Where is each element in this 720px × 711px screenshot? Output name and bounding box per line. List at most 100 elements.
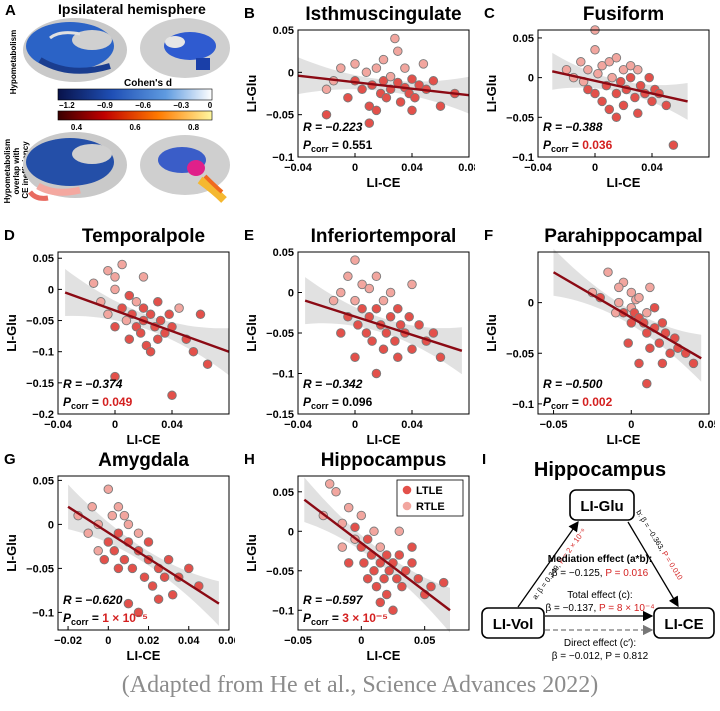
rtle-point <box>356 510 367 521</box>
panel-letter: H <box>244 451 255 468</box>
p-subscript: corr <box>551 401 569 411</box>
p-label: P <box>63 611 72 625</box>
y-tick-label: −0.15 <box>266 409 294 421</box>
x-tick-label: −0.04 <box>284 162 313 174</box>
ltle-point <box>188 346 199 357</box>
chart-title: Hippocampus <box>321 450 447 471</box>
ltle-point <box>153 297 163 307</box>
path-b-p: P = 0.010 <box>660 549 685 581</box>
ltle-point <box>364 101 375 111</box>
rtle-point <box>336 63 346 73</box>
legend-marker <box>402 485 412 495</box>
y-tick-label: 0 <box>528 73 534 85</box>
y-axis-label: LI-Glu <box>484 75 499 113</box>
ltle-point <box>597 96 607 107</box>
y-tick-label: 0.05 <box>273 25 294 37</box>
r-value: R = −0.374 <box>63 377 123 391</box>
chart-title: Fusiform <box>583 4 664 25</box>
y-tick-label: 0.05 <box>273 487 294 499</box>
chart-title: Amygdala <box>98 450 189 471</box>
y-tick-label: −0.05 <box>506 112 534 124</box>
ltle-point <box>393 303 403 314</box>
ltle-point <box>407 105 417 116</box>
p-value: Pcorr = 0.049 <box>63 395 133 411</box>
ltle-point <box>395 97 406 107</box>
ltle-point <box>359 558 369 568</box>
x-axis-label: LI-CE <box>367 648 401 663</box>
path-b-arrow <box>627 521 679 608</box>
p-equals: = <box>569 138 583 152</box>
p-number: 0.096 <box>342 395 372 409</box>
brain-medial-overlap <box>140 135 230 203</box>
ltle-point <box>375 597 386 608</box>
x-tick-label: −0.04 <box>284 419 313 431</box>
x-tick-label: 0.04 <box>401 419 423 431</box>
rtle-point <box>174 303 184 313</box>
y-tick-label: 0 <box>288 288 294 300</box>
rtle-point <box>393 46 403 56</box>
total-p: P = 8 × 10⁻⁴ <box>599 603 655 614</box>
ltle-point <box>657 318 668 328</box>
r-value: R = −0.597 <box>303 593 364 607</box>
x-tick-label: 0 <box>358 635 364 647</box>
p-value: Pcorr = 0.002 <box>543 395 613 411</box>
rtle-point <box>378 54 389 65</box>
chart-title: Isthmuscingulate <box>305 4 461 25</box>
x-tick-label: −0.05 <box>540 419 568 431</box>
ltle-point <box>139 572 150 582</box>
ltle-point <box>350 352 360 363</box>
x-tick-label: 0.05 <box>414 635 435 647</box>
rtle-point <box>337 542 348 552</box>
y-tick-label: −0.05 <box>506 348 534 360</box>
ltle-point <box>611 112 622 123</box>
x-tick-label: −0.04 <box>524 162 553 174</box>
p-subscript: corr <box>311 617 329 627</box>
y-axis-label: LI-Glu <box>244 75 259 113</box>
rtle-point <box>385 287 396 298</box>
y-axis-label: LI-Glu <box>4 534 19 572</box>
ltle-point <box>645 343 655 353</box>
ltle-point <box>367 336 377 346</box>
rtle-point <box>394 526 405 537</box>
ltle-point <box>127 563 138 574</box>
rtle-point <box>110 272 120 282</box>
ltle-point <box>371 581 382 592</box>
ltle-point <box>343 92 353 103</box>
p-equals: = <box>89 395 103 409</box>
y-tick-label: −0.1 <box>32 347 54 359</box>
rtle-point <box>625 60 636 71</box>
rtle-point <box>611 53 622 63</box>
p-value: Pcorr = 0.551 <box>303 138 373 154</box>
ltle-point <box>113 563 124 574</box>
ltle-point <box>371 368 382 379</box>
ltle-point <box>633 108 643 119</box>
ltle-point <box>195 309 206 320</box>
ltle-point <box>426 581 436 592</box>
node-li-glu-box <box>569 489 635 521</box>
colorbar-blue <box>57 88 213 101</box>
ltle-point <box>407 542 417 552</box>
p-number: 0.036 <box>582 138 612 152</box>
regression-line <box>67 505 220 605</box>
ltle-point <box>336 328 346 338</box>
rtle-point <box>117 259 127 270</box>
ltle-point <box>611 88 622 99</box>
p-label: P <box>303 611 312 625</box>
p-equals: = <box>329 138 343 152</box>
y-tick-label: −0.1 <box>272 369 294 381</box>
rtle-point <box>121 315 132 326</box>
colorbar-title: Cohen's d <box>124 78 172 89</box>
rtle-point <box>113 502 124 512</box>
p-value: Pcorr = 3 × 10⁻⁵ <box>303 611 388 627</box>
ltle-point <box>394 550 405 560</box>
ltle-point <box>623 338 633 348</box>
plot-frame <box>537 29 710 158</box>
row2-label-2: overlap with <box>12 148 21 195</box>
ltle-point <box>167 590 178 600</box>
ltle-point <box>665 348 675 359</box>
ltle-point <box>657 358 668 369</box>
p-subscript: corr <box>311 401 329 411</box>
ltle-point <box>654 338 665 348</box>
ltle-point <box>371 303 382 314</box>
ltle-point <box>343 558 354 568</box>
